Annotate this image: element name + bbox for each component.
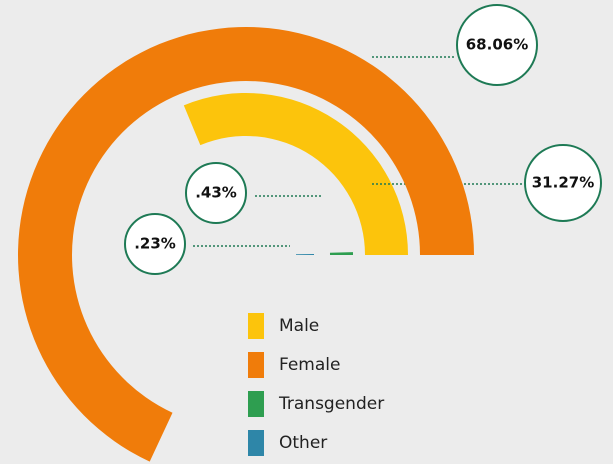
value-label: 31.27%	[532, 174, 594, 192]
legend-swatch	[248, 391, 264, 417]
legend-label: Female	[279, 355, 340, 375]
legend-label: Other	[279, 433, 327, 453]
label-circle	[456, 4, 538, 86]
legend-swatch	[248, 352, 264, 378]
legend-swatch	[248, 313, 264, 339]
label-circle	[185, 162, 247, 224]
value-label: 68.06%	[466, 36, 528, 54]
ring-bar	[329, 252, 353, 255]
legend-swatch	[248, 430, 264, 456]
ring-bar	[295, 254, 314, 255]
label-circle	[124, 213, 186, 275]
label-circle	[524, 144, 602, 222]
legend-label: Male	[279, 316, 319, 336]
ring-bar	[183, 93, 408, 255]
value-label: .43%	[195, 184, 237, 202]
value-label: .23%	[134, 235, 176, 253]
legend-label: Transgender	[278, 394, 384, 414]
